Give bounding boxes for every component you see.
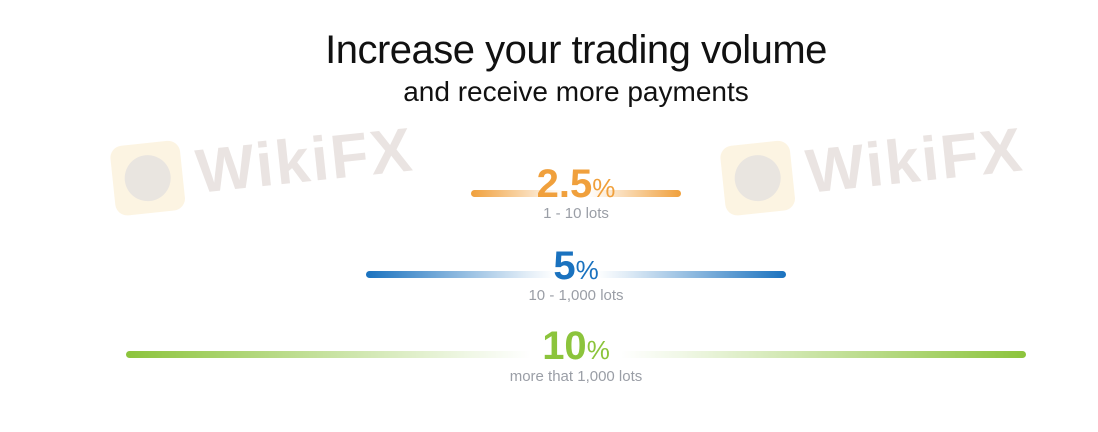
watermark-right: WikiFX <box>719 114 1027 217</box>
tier-rate: 5% <box>553 244 599 288</box>
tier-1: 2.5% 1 - 10 lots <box>471 160 681 230</box>
watermark-left: WikiFX <box>109 114 417 217</box>
tier-bar <box>126 351 1026 358</box>
watermark-text: WikiFX <box>802 115 1027 207</box>
tier-range: 1 - 10 lots <box>543 205 609 222</box>
tier-bar <box>366 271 786 278</box>
tier-range: 10 - 1,000 lots <box>528 287 624 304</box>
watermark-text: WikiFX <box>192 115 417 207</box>
tier-range: more that 1,000 lots <box>509 368 643 385</box>
tier-rate: 10% <box>542 324 610 368</box>
page-title: Increase your trading volume <box>325 28 827 72</box>
tier-bar <box>471 190 681 197</box>
wikifx-logo-icon <box>109 139 187 217</box>
tier-3: 10% more that 1,000 lots <box>126 324 1026 394</box>
tier-2: 5% 10 - 1,000 lots <box>366 244 786 314</box>
page-subtitle: and receive more payments <box>403 76 749 107</box>
tier-rate: 2.5% <box>536 162 616 206</box>
wikifx-logo-icon <box>719 139 797 217</box>
